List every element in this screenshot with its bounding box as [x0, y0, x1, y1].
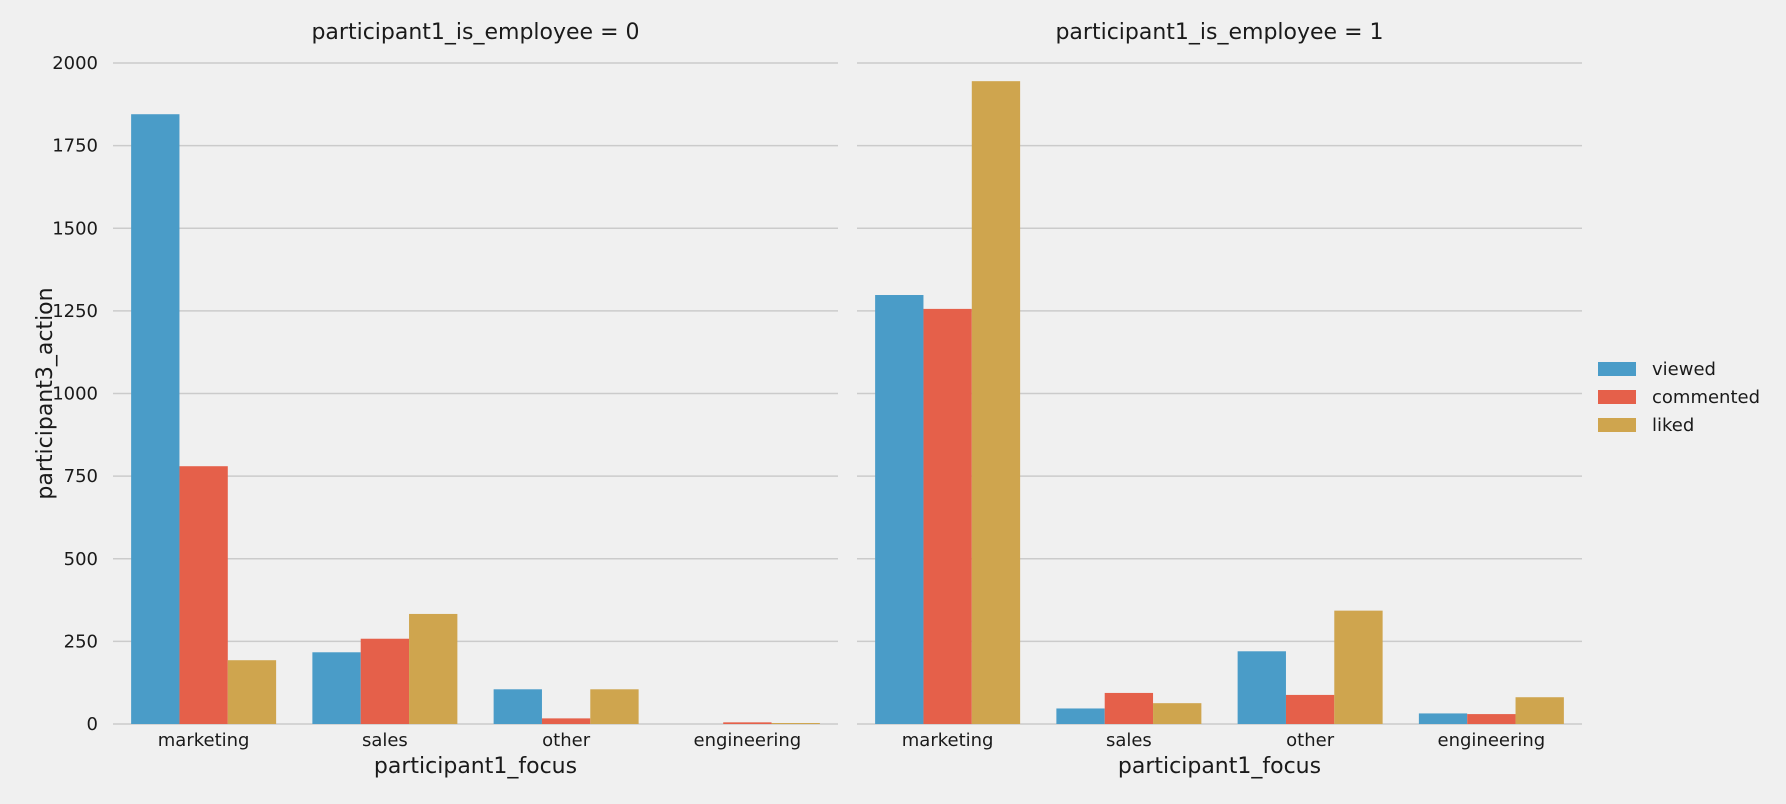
bar-p0-engineering-liked [771, 723, 820, 724]
bar-p1-sales-viewed [1056, 708, 1105, 724]
bar-p1-other-commented [1285, 694, 1335, 724]
x-tick-label-p1-1: sales [1106, 730, 1152, 751]
bar-p0-engineering-commented [723, 722, 772, 724]
y-tick-label-0: 0 [87, 714, 98, 735]
bar-p1-marketing-commented [923, 308, 972, 724]
legend-label-commented: commented [1652, 387, 1760, 408]
bar-p0-sales-commented [360, 638, 410, 724]
panel-title-1: participant1_is_employee = 1 [1055, 20, 1383, 45]
legend-swatch-viewed [1598, 362, 1636, 376]
bar-p0-other-viewed [493, 689, 542, 724]
y-tick-label-3: 750 [64, 466, 98, 487]
y-tick-label-8: 2000 [52, 53, 98, 74]
bar-p1-engineering-commented [1467, 714, 1516, 724]
x-tick-label-p1-0: marketing [902, 730, 994, 751]
legend-label-liked: liked [1652, 415, 1694, 436]
bar-p1-engineering-viewed [1418, 713, 1468, 724]
bar-p1-marketing-liked [971, 81, 1021, 725]
x-tick-label-p0-2: other [542, 730, 591, 751]
bar-p1-engineering-liked [1515, 697, 1564, 724]
y-tick-label-7: 1750 [52, 136, 98, 157]
x-tick-label-p1-3: engineering [1438, 730, 1546, 751]
y-tick-label-4: 1000 [52, 384, 98, 405]
x-tick-label-p1-2: other [1286, 730, 1335, 751]
bar-p1-sales-commented [1104, 692, 1154, 724]
y-tick-label-6: 1500 [52, 218, 98, 239]
bar-p0-other-commented [541, 718, 591, 724]
bar-p0-marketing-commented [179, 466, 228, 724]
bar-p0-sales-viewed [312, 652, 361, 724]
y-axis-label: participant3_action [33, 287, 58, 499]
x-tick-label-p0-3: engineering [694, 730, 802, 751]
bar-p0-other-liked [590, 689, 639, 724]
y-tick-label-2: 500 [64, 549, 98, 570]
bar-p0-sales-liked [409, 613, 458, 724]
y-tick-label-5: 1250 [52, 301, 98, 322]
panel-title-0: participant1_is_employee = 0 [311, 20, 639, 45]
bar-p0-marketing-liked [227, 660, 277, 724]
x-axis-label-p1: participant1_focus [1118, 754, 1321, 779]
x-tick-label-p0-1: sales [362, 730, 408, 751]
bar-p0-marketing-viewed [131, 114, 180, 725]
legend-swatch-liked [1598, 418, 1636, 432]
x-axis-label-p0: participant1_focus [374, 754, 577, 779]
y-tick-label-1: 250 [64, 631, 98, 652]
legend-swatch-commented [1598, 390, 1636, 404]
legend-label-viewed: viewed [1652, 359, 1716, 380]
bar-p1-marketing-viewed [875, 295, 924, 724]
bar-p1-other-viewed [1237, 651, 1286, 724]
bar-p1-sales-liked [1153, 703, 1202, 724]
bar-p1-other-liked [1334, 610, 1383, 724]
x-tick-label-p0-0: marketing [158, 730, 250, 751]
